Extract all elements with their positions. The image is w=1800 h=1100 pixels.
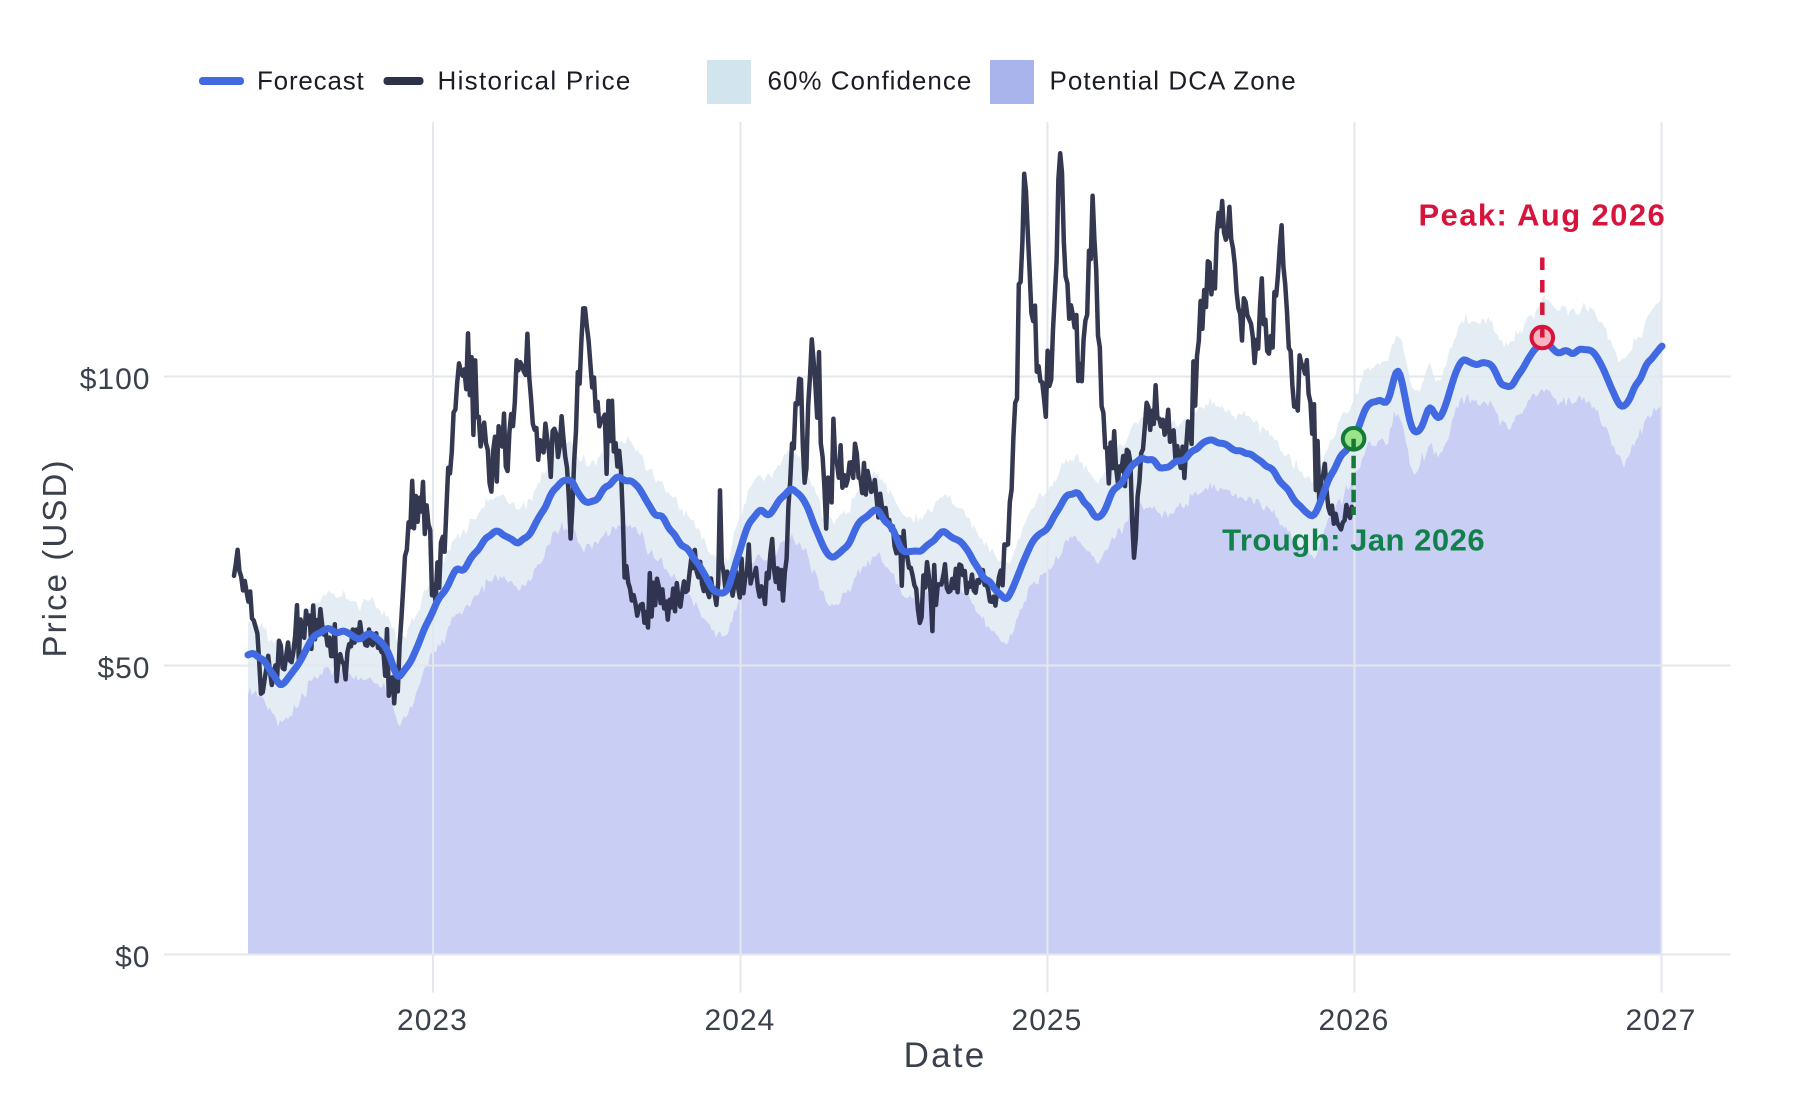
svg-text:Trough: Jan 2026: Trough: Jan 2026: [1222, 523, 1485, 558]
svg-text:Historical Price: Historical Price: [438, 66, 632, 96]
svg-text:Peak: Aug 2026: Peak: Aug 2026: [1418, 198, 1666, 233]
svg-text:2025: 2025: [1012, 1004, 1083, 1037]
svg-text:Potential DCA Zone: Potential DCA Zone: [1050, 66, 1297, 96]
svg-text:Price (USD): Price (USD): [36, 458, 73, 657]
svg-text:2023: 2023: [397, 1004, 468, 1037]
svg-text:60% Confidence: 60% Confidence: [768, 66, 973, 96]
svg-text:$100: $100: [80, 363, 151, 396]
svg-text:Forecast: Forecast: [257, 66, 365, 96]
svg-text:$50: $50: [97, 652, 150, 685]
svg-text:Date: Date: [904, 1036, 987, 1075]
svg-text:2026: 2026: [1319, 1004, 1390, 1037]
svg-text:2027: 2027: [1626, 1004, 1697, 1037]
svg-text:$0: $0: [115, 941, 150, 974]
svg-text:2024: 2024: [705, 1004, 776, 1037]
